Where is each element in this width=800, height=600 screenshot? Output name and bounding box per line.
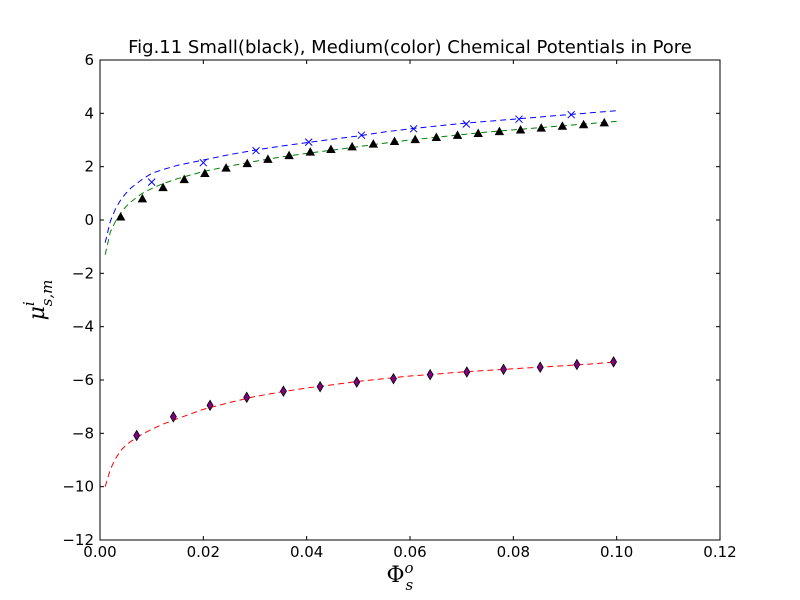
marker-triangle-1-22	[578, 119, 589, 129]
marker-x-0-7-b	[515, 115, 523, 124]
marker-diamond-2-6	[353, 376, 361, 388]
marker-diamond-2-10	[500, 363, 507, 376]
y-tick-label: −12	[62, 531, 94, 549]
marker-triangle-1-12	[368, 139, 379, 148]
marker-diamond-2-12	[573, 358, 581, 371]
marker-x-0-1	[199, 158, 208, 167]
y-tick-label: −10	[62, 478, 94, 496]
marker-x-0-6	[462, 120, 471, 128]
marker-x-0-3-b	[304, 138, 313, 146]
x-axis-label: Φo s	[386, 559, 413, 594]
marker-x-0-6-b	[462, 120, 471, 128]
marker-x-0-0	[147, 178, 156, 186]
curve-0	[104, 110, 617, 243]
y-axis-label: μis,m	[20, 280, 56, 321]
marker-triangle-1-7	[263, 154, 273, 163]
curve-1	[104, 120, 617, 255]
marker-diamond-2-0	[133, 429, 141, 442]
marker-triangle-1-5	[221, 163, 231, 172]
marker-triangle-1-10	[326, 144, 336, 153]
markers-layer	[115, 110, 618, 442]
curves-layer	[104, 110, 617, 487]
y-axis-label-base: μ	[25, 306, 50, 320]
curve-2	[104, 361, 617, 487]
y-tick-label: −6	[72, 371, 94, 389]
marker-x-0-5	[409, 124, 418, 133]
marker-diamond-2-4	[279, 385, 287, 397]
marker-diamond-2-13	[610, 356, 618, 368]
y-axis-label-sup: i	[20, 301, 38, 306]
y-tick-label: 2	[84, 158, 94, 176]
marker-triangle-1-19	[515, 125, 526, 134]
marker-x-0-1-b	[199, 158, 208, 167]
marker-diamond-2-3	[243, 391, 251, 404]
marker-diamond-2-8	[426, 368, 434, 381]
marker-diamond-2-7	[390, 372, 397, 385]
marker-triangle-1-8	[284, 150, 294, 160]
marker-x-0-8-b	[567, 110, 576, 119]
y-tick-label: 6	[84, 51, 94, 69]
marker-triangle-1-2	[158, 182, 168, 192]
y-tick-label: −4	[72, 318, 94, 336]
y-tick-labels: −12 −10 −8 −6 −4 −2 0 2 4 6	[62, 51, 94, 549]
marker-triangle-1-14	[410, 134, 420, 144]
x-tick-label: 0.02	[187, 543, 220, 561]
marker-diamond-2-1	[169, 411, 177, 423]
marker-diamond-2-5	[316, 380, 324, 393]
y-axis-label-sub: s,m	[38, 280, 56, 307]
marker-triangle-1-6	[242, 158, 252, 168]
marker-triangle-1-16	[452, 130, 463, 139]
marker-triangle-1-11	[347, 141, 357, 151]
y-tick-label: −8	[72, 424, 94, 442]
marker-triangle-1-0	[115, 211, 126, 221]
marker-triangle-1-4	[200, 168, 210, 177]
marker-x-0-4	[357, 131, 366, 140]
x-tick-label: 0.12	[703, 543, 736, 561]
x-axis-label-base: Φ	[386, 563, 404, 588]
marker-triangle-1-23	[599, 117, 609, 127]
ticks-layer	[99, 59, 721, 541]
marker-triangle-1-20	[536, 123, 546, 132]
marker-x-0-2	[252, 146, 260, 155]
marker-triangle-1-17	[473, 128, 483, 137]
y-tick-label: 4	[84, 104, 94, 122]
x-axis-label-sub: s	[406, 576, 414, 594]
marker-triangle-1-18	[494, 126, 505, 136]
chart-title: Fig.11 Small(black), Medium(color) Chemi…	[128, 37, 692, 58]
marker-triangle-1-1	[137, 193, 148, 203]
y-tick-label: −2	[72, 264, 94, 282]
marker-diamond-2-9	[463, 366, 471, 378]
marker-triangle-1-21	[557, 121, 568, 130]
marker-triangle-1-15	[431, 132, 442, 141]
x-tick-label: 0.06	[393, 543, 426, 561]
marker-x-0-7	[515, 115, 523, 124]
marker-x-0-0-b	[147, 178, 156, 186]
marker-triangle-1-3	[179, 174, 189, 184]
x-tick-label: 0.08	[497, 543, 530, 561]
x-tick-labels: 0.00 0.02 0.04 0.06 0.08 0.10 0.12	[83, 543, 736, 561]
y-axis-label-group: μis,m	[20, 280, 56, 321]
marker-triangle-1-9	[305, 147, 315, 156]
marker-x-0-8	[567, 110, 576, 119]
x-tick-label: 0.10	[600, 543, 633, 561]
marker-x-0-4-b	[357, 131, 366, 140]
x-axis-label-sup: o	[405, 559, 414, 577]
marker-diamond-2-2	[206, 399, 214, 412]
x-tick-label: 0.00	[83, 543, 116, 561]
marker-diamond-2-11	[536, 361, 544, 373]
marker-triangle-1-13	[389, 136, 400, 145]
marker-x-0-2-b	[252, 146, 260, 155]
marker-x-0-5-b	[409, 124, 418, 133]
x-tick-label: 0.04	[290, 543, 323, 561]
y-tick-label: 0	[84, 211, 94, 229]
marker-x-0-3	[304, 138, 313, 146]
